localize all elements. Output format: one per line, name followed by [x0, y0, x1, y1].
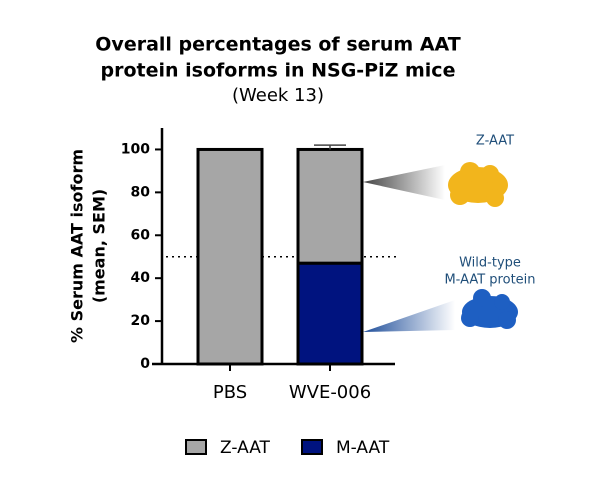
bar-segment [196, 147, 264, 366]
chart-title: Overall percentages of serum AAT [95, 34, 460, 56]
bar-segment [296, 147, 364, 265]
chart-subtitle: (Week 13) [232, 85, 324, 106]
x-tick-label: PBS [213, 382, 247, 403]
legend-swatch [185, 439, 207, 455]
y-tick-label: 100 [121, 141, 150, 157]
annotation: M-AAT protein [444, 273, 535, 288]
z-aat-protein-icon [448, 162, 508, 207]
y-tick-label: 40 [131, 270, 151, 286]
legend-label: M-AAT [336, 438, 390, 458]
annotation: Wild-type [459, 256, 521, 271]
y-tick-label: 20 [131, 313, 151, 329]
annotation: Z-AAT [476, 134, 514, 149]
chart-title: protein isoforms in NSG-PiZ mice [101, 60, 456, 82]
error-bar [314, 144, 346, 150]
pointer-wedge [363, 300, 455, 332]
legend-label: Z-AAT [220, 438, 271, 458]
x-tick-label: WVE-006 [289, 382, 371, 403]
pointer-wedge [363, 165, 445, 200]
y-tick-label: 60 [131, 227, 151, 243]
y-tick-label: 0 [140, 356, 150, 372]
y-tick-label: 80 [131, 184, 151, 200]
y-axis-label-line: % Serum AAT isoform [68, 149, 87, 343]
y-axis-label-line: (mean, SEM) [90, 189, 109, 303]
legend-swatch [301, 439, 323, 455]
bar-segment [296, 261, 364, 366]
m-aat-protein-icon [461, 289, 518, 329]
y-axis-label: % Serum AAT isoform (mean, SEM) [68, 149, 109, 343]
